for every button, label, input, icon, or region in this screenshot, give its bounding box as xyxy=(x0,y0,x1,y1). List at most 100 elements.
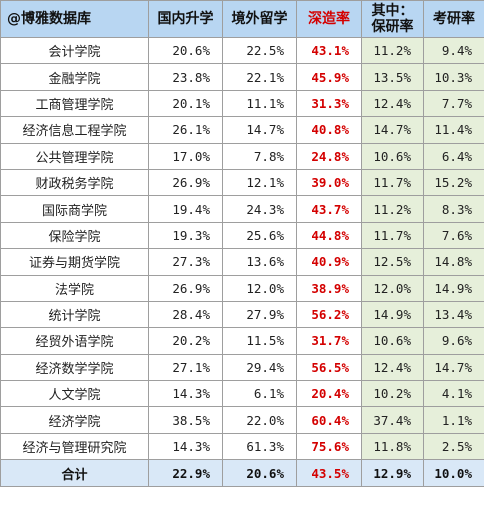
domestic-rate: 14.3% xyxy=(148,380,223,408)
further-study-rate: 40.9% xyxy=(296,248,362,276)
table-row: 会计学院 20.6% 22.5% 43.1% 11.2% 9.4% xyxy=(0,36,484,65)
college-name: 工商管理学院 xyxy=(0,89,149,118)
exam-rate: 15.2% xyxy=(423,168,484,197)
recommend-rate: 11.7% xyxy=(361,168,424,197)
further-study-rate: 45.9% xyxy=(296,63,362,91)
further-study-rate: 20.4% xyxy=(296,380,362,408)
total-exam: 10.0% xyxy=(423,459,484,488)
recommend-rate: 12.0% xyxy=(361,274,424,302)
header-row: @博雅数据库 国内升学 境外留学 深造率 其中： 保研率 考研率 xyxy=(0,0,484,38)
total-label: 合计 xyxy=(0,459,149,488)
exam-rate: 11.4% xyxy=(423,116,484,144)
domestic-rate: 26.9% xyxy=(148,168,223,197)
further-study-rate: 60.4% xyxy=(296,406,362,434)
column-header-recommend-line2: 保研率 xyxy=(371,19,414,35)
college-name: 保险学院 xyxy=(0,221,149,250)
exam-rate: 9.4% xyxy=(423,36,484,65)
domestic-rate: 26.1% xyxy=(148,116,223,144)
domestic-rate: 26.9% xyxy=(148,274,223,302)
recommend-rate: 37.4% xyxy=(361,406,424,434)
recommend-rate: 12.4% xyxy=(361,353,424,382)
abroad-rate: 22.5% xyxy=(222,36,297,65)
abroad-rate: 11.5% xyxy=(222,327,297,355)
exam-rate: 13.4% xyxy=(423,300,484,329)
table-row: 证券与期货学院 27.3% 13.6% 40.9% 12.5% 14.8% xyxy=(0,248,484,276)
exam-rate: 8.3% xyxy=(423,195,484,223)
table-row: 法学院 26.9% 12.0% 38.9% 12.0% 14.9% xyxy=(0,274,484,302)
abroad-rate: 12.1% xyxy=(222,168,297,197)
domestic-rate: 14.3% xyxy=(148,432,223,461)
column-header-domestic: 国内升学 xyxy=(148,0,223,38)
table-header: @博雅数据库 国内升学 境外留学 深造率 其中： 保研率 考研率 xyxy=(0,0,484,38)
further-study-rate: 31.7% xyxy=(296,327,362,355)
further-study-rate: 44.8% xyxy=(296,221,362,250)
exam-rate: 4.1% xyxy=(423,380,484,408)
abroad-rate: 7.8% xyxy=(222,142,297,170)
abroad-rate: 22.0% xyxy=(222,406,297,434)
college-name: 公共管理学院 xyxy=(0,142,149,170)
table-row: 财政税务学院 26.9% 12.1% 39.0% 11.7% 15.2% xyxy=(0,168,484,197)
table-row: 公共管理学院 17.0% 7.8% 24.8% 10.6% 6.4% xyxy=(0,142,484,170)
college-name: 经济学院 xyxy=(0,406,149,434)
table-row: 经贸外语学院 20.2% 11.5% 31.7% 10.6% 9.6% xyxy=(0,327,484,355)
abroad-rate: 6.1% xyxy=(222,380,297,408)
abroad-rate: 13.6% xyxy=(222,248,297,276)
exam-rate: 6.4% xyxy=(423,142,484,170)
column-header-further: 深造率 xyxy=(296,0,362,38)
exam-rate: 7.6% xyxy=(423,221,484,250)
further-study-rate: 56.2% xyxy=(296,300,362,329)
total-abroad: 20.6% xyxy=(222,459,297,488)
further-study-rate: 31.3% xyxy=(296,89,362,118)
domestic-rate: 38.5% xyxy=(148,406,223,434)
domestic-rate: 19.4% xyxy=(148,195,223,223)
recommend-rate: 11.7% xyxy=(361,221,424,250)
exam-rate: 14.9% xyxy=(423,274,484,302)
exam-rate: 2.5% xyxy=(423,432,484,461)
abroad-rate: 11.1% xyxy=(222,89,297,118)
table-row: 经济数学学院 27.1% 29.4% 56.5% 12.4% 14.7% xyxy=(0,353,484,382)
column-header-recommend-line1: 其中： xyxy=(371,3,414,19)
abroad-rate: 24.3% xyxy=(222,195,297,223)
table-footer: 合计 22.9% 20.6% 43.5% 12.9% 10.0% xyxy=(0,459,484,488)
recommend-rate: 11.8% xyxy=(361,432,424,461)
domestic-rate: 17.0% xyxy=(148,142,223,170)
recommend-rate: 11.2% xyxy=(361,195,424,223)
source-label: @博雅数据库 xyxy=(0,0,149,38)
college-name: 法学院 xyxy=(0,274,149,302)
exam-rate: 1.1% xyxy=(423,406,484,434)
recommend-rate: 10.2% xyxy=(361,380,424,408)
college-name: 统计学院 xyxy=(0,300,149,329)
column-header-recommend: 其中： 保研率 xyxy=(361,0,424,38)
college-name: 证券与期货学院 xyxy=(0,248,149,276)
domestic-rate: 28.4% xyxy=(148,300,223,329)
column-header-exam: 考研率 xyxy=(423,0,484,38)
college-name: 人文学院 xyxy=(0,380,149,408)
abroad-rate: 22.1% xyxy=(222,63,297,91)
college-name: 金融学院 xyxy=(0,63,149,91)
further-study-rate: 43.1% xyxy=(296,36,362,65)
recommend-rate: 14.9% xyxy=(361,300,424,329)
graduate-outcomes-table: @博雅数据库 国内升学 境外留学 深造率 其中： 保研率 考研率 会计学院 20.… xyxy=(0,0,484,488)
total-further: 43.5% xyxy=(296,459,362,488)
column-header-abroad: 境外留学 xyxy=(222,0,297,38)
recommend-rate: 12.4% xyxy=(361,89,424,118)
table-row: 经济信息工程学院 26.1% 14.7% 40.8% 14.7% 11.4% xyxy=(0,116,484,144)
college-name: 会计学院 xyxy=(0,36,149,65)
further-study-rate: 40.8% xyxy=(296,116,362,144)
total-domestic: 22.9% xyxy=(148,459,223,488)
exam-rate: 10.3% xyxy=(423,63,484,91)
college-name: 经济信息工程学院 xyxy=(0,116,149,144)
table-row: 人文学院 14.3% 6.1% 20.4% 10.2% 4.1% xyxy=(0,380,484,408)
table-row: 国际商学院 19.4% 24.3% 43.7% 11.2% 8.3% xyxy=(0,195,484,223)
college-name: 经济数学学院 xyxy=(0,353,149,382)
domestic-rate: 27.1% xyxy=(148,353,223,382)
abroad-rate: 29.4% xyxy=(222,353,297,382)
further-study-rate: 75.6% xyxy=(296,432,362,461)
college-name: 经贸外语学院 xyxy=(0,327,149,355)
further-study-rate: 56.5% xyxy=(296,353,362,382)
table-row: 保险学院 19.3% 25.6% 44.8% 11.7% 7.6% xyxy=(0,221,484,250)
college-name: 财政税务学院 xyxy=(0,168,149,197)
further-study-rate: 24.8% xyxy=(296,142,362,170)
further-study-rate: 39.0% xyxy=(296,168,362,197)
abroad-rate: 27.9% xyxy=(222,300,297,329)
